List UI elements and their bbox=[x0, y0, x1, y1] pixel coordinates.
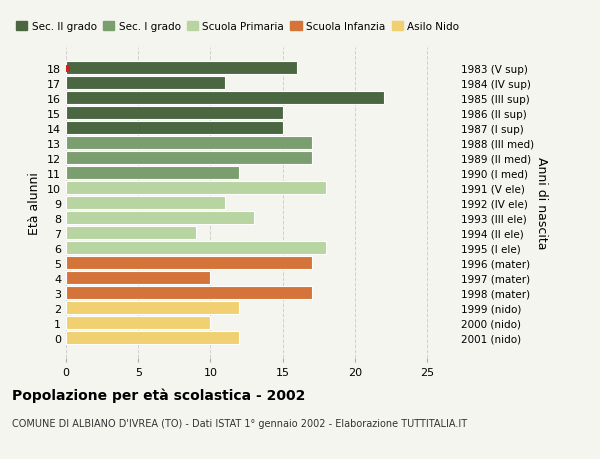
Y-axis label: Età alunni: Età alunni bbox=[28, 172, 41, 235]
Bar bbox=[66, 62, 297, 74]
Bar bbox=[66, 182, 326, 194]
Bar bbox=[66, 122, 283, 134]
Bar bbox=[66, 317, 211, 329]
Bar bbox=[66, 77, 225, 90]
Text: COMUNE DI ALBIANO D'IVREA (TO) - Dati ISTAT 1° gennaio 2002 - Elaborazione TUTTI: COMUNE DI ALBIANO D'IVREA (TO) - Dati IS… bbox=[12, 418, 467, 428]
Bar bbox=[66, 92, 384, 105]
Bar bbox=[66, 137, 311, 149]
Bar bbox=[66, 332, 239, 344]
Bar bbox=[66, 287, 311, 299]
Bar bbox=[66, 302, 239, 314]
Bar bbox=[66, 227, 196, 239]
Bar bbox=[66, 167, 239, 179]
Bar bbox=[66, 152, 311, 164]
Text: Popolazione per età scolastica - 2002: Popolazione per età scolastica - 2002 bbox=[12, 388, 305, 403]
Bar bbox=[66, 107, 283, 119]
Bar bbox=[66, 257, 311, 269]
Bar bbox=[66, 242, 326, 254]
Legend: Sec. II grado, Sec. I grado, Scuola Primaria, Scuola Infanzia, Asilo Nido: Sec. II grado, Sec. I grado, Scuola Prim… bbox=[12, 18, 463, 36]
Y-axis label: Anni di nascita: Anni di nascita bbox=[535, 157, 548, 249]
Bar bbox=[66, 272, 211, 284]
Bar bbox=[66, 212, 254, 224]
Bar bbox=[66, 197, 225, 209]
